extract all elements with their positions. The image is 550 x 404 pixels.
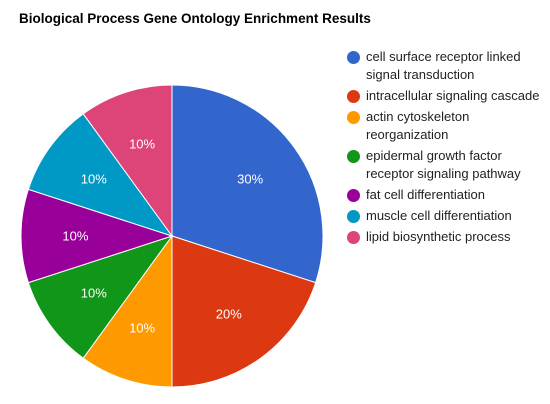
chart-legend: cell surface receptor linked signal tran… xyxy=(347,48,543,249)
slice-label-2: 20% xyxy=(216,307,242,322)
slice-label-4: 10% xyxy=(81,285,107,300)
legend-item-5: fat cell differentiation xyxy=(347,186,543,204)
legend-swatch-7 xyxy=(347,231,360,244)
pie-slice-5 xyxy=(20,188,174,284)
pie-slice-4 xyxy=(27,235,174,359)
legend-item-4: epidermal growth factor receptor signali… xyxy=(347,147,543,183)
legend-label-3: actin cytoskeleton reorganization xyxy=(366,109,470,142)
slice-label-7: 10% xyxy=(129,137,155,152)
legend-item-6: muscle cell differentiation xyxy=(347,207,543,225)
legend-item-2: intracellular signaling cascade xyxy=(347,87,543,105)
legend-item-3: actin cytoskeleton reorganization xyxy=(347,108,543,144)
pie-slice-2 xyxy=(171,235,317,388)
chart-title: Biological Process Gene Ontology Enrichm… xyxy=(19,11,371,26)
legend-label-1: cell surface receptor linked signal tran… xyxy=(366,49,521,82)
legend-swatch-1 xyxy=(347,51,360,64)
slice-label-1: 30% xyxy=(237,172,263,187)
pie-slice-6 xyxy=(27,113,174,237)
pie-slice-7 xyxy=(82,84,173,238)
slice-label-3: 10% xyxy=(129,320,155,335)
pie-slice-3 xyxy=(82,234,173,388)
legend-item-1: cell surface receptor linked signal tran… xyxy=(347,48,543,84)
legend-label-5: fat cell differentiation xyxy=(366,187,485,202)
legend-swatch-4 xyxy=(347,150,360,163)
slice-label-6: 10% xyxy=(81,172,107,187)
legend-item-7: lipid biosynthetic process xyxy=(347,228,543,246)
legend-label-2: intracellular signaling cascade xyxy=(366,88,540,103)
pie-slice-1 xyxy=(171,84,324,284)
legend-swatch-6 xyxy=(347,210,360,223)
legend-label-6: muscle cell differentiation xyxy=(366,208,512,223)
slice-label-5: 10% xyxy=(62,229,88,244)
legend-swatch-5 xyxy=(347,189,360,202)
legend-label-4: epidermal growth factor receptor signali… xyxy=(366,148,521,181)
legend-swatch-3 xyxy=(347,111,360,124)
legend-swatch-2 xyxy=(347,90,360,103)
legend-label-7: lipid biosynthetic process xyxy=(366,229,511,244)
